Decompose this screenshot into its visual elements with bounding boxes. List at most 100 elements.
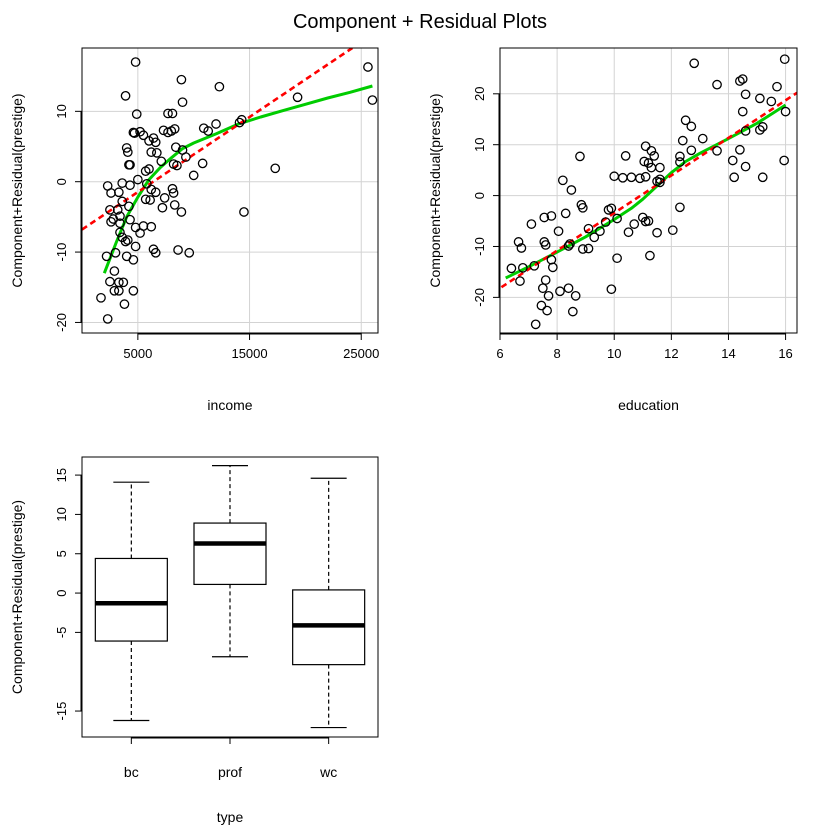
data-point bbox=[150, 137, 161, 148]
data-point bbox=[620, 151, 631, 161]
data-point bbox=[115, 227, 125, 238]
data-point bbox=[623, 227, 634, 238]
data-point bbox=[737, 74, 748, 84]
points-layer bbox=[96, 57, 378, 324]
y-tick-label: 20 bbox=[472, 87, 487, 101]
data-point bbox=[529, 260, 540, 271]
smooth-line bbox=[102, 84, 373, 274]
data-point bbox=[617, 172, 628, 183]
data-point bbox=[740, 126, 751, 136]
y-tick-label: -15 bbox=[54, 702, 69, 721]
data-point bbox=[163, 108, 173, 119]
data-point bbox=[517, 263, 528, 273]
data-point bbox=[686, 145, 697, 156]
data-point bbox=[128, 254, 139, 265]
y-tick-label: -10 bbox=[472, 237, 487, 256]
y-tick-label: 0 bbox=[54, 178, 69, 185]
data-point bbox=[606, 284, 617, 295]
data-point bbox=[169, 200, 180, 210]
data-point bbox=[567, 306, 578, 317]
data-point bbox=[132, 174, 143, 185]
y-axis: -20 -10 0 10 bbox=[54, 104, 82, 332]
data-point bbox=[675, 157, 685, 167]
data-point bbox=[655, 174, 665, 185]
data-point bbox=[712, 79, 722, 90]
data-point bbox=[101, 251, 112, 262]
data-point bbox=[575, 151, 585, 162]
data-point bbox=[173, 245, 183, 255]
data-point bbox=[122, 235, 133, 245]
data-point bbox=[118, 277, 129, 288]
data-point bbox=[757, 172, 768, 183]
y-tick-label: 15 bbox=[54, 468, 69, 482]
data-point bbox=[146, 147, 157, 157]
x-tick-label: 10 bbox=[607, 346, 621, 361]
data-point bbox=[112, 205, 123, 215]
data-point bbox=[236, 114, 247, 125]
data-point bbox=[138, 130, 149, 141]
data-point bbox=[697, 133, 708, 144]
data-point bbox=[145, 195, 155, 205]
data-point bbox=[766, 96, 777, 107]
data-point bbox=[125, 159, 135, 170]
fit-line-layer bbox=[500, 91, 797, 289]
x-tick-label: 14 bbox=[721, 346, 735, 361]
data-point bbox=[583, 243, 594, 254]
x-tick-label: 6 bbox=[496, 346, 503, 361]
data-point bbox=[740, 161, 751, 172]
plot-frame bbox=[499, 47, 798, 334]
x-tick-label: wc bbox=[319, 764, 337, 780]
data-point bbox=[755, 125, 765, 135]
data-point bbox=[772, 81, 782, 92]
x-tick-label: 12 bbox=[664, 346, 678, 361]
data-point bbox=[270, 163, 281, 174]
data-point bbox=[639, 156, 650, 167]
y-tick-label: 10 bbox=[472, 137, 487, 151]
x-tick-label: prof bbox=[218, 764, 242, 780]
data-point bbox=[737, 106, 748, 117]
x-tick-label: bc bbox=[124, 764, 139, 780]
data-point bbox=[124, 201, 134, 212]
education-panel: 6 8 10 12 14 16 -20 -10 0 10 20 education Compone… bbox=[427, 47, 798, 413]
data-point bbox=[543, 290, 554, 301]
data-point bbox=[234, 117, 245, 128]
data-point bbox=[516, 243, 527, 253]
data-point bbox=[589, 232, 600, 243]
y-tick-label: 10 bbox=[54, 507, 69, 521]
data-point bbox=[652, 227, 662, 238]
smooth-line bbox=[505, 103, 787, 280]
y-axis-label: Component+Residual(prestige) bbox=[427, 93, 443, 287]
data-point bbox=[755, 93, 765, 104]
data-point bbox=[167, 108, 178, 119]
data-point bbox=[603, 204, 614, 215]
box-bc bbox=[94, 481, 168, 722]
data-point bbox=[555, 286, 565, 297]
data-point bbox=[600, 217, 611, 227]
data-point bbox=[515, 276, 525, 286]
data-point bbox=[128, 285, 139, 296]
data-point bbox=[292, 92, 303, 103]
data-point bbox=[203, 126, 214, 136]
data-point bbox=[735, 76, 745, 86]
data-point bbox=[506, 263, 517, 274]
data-point bbox=[121, 143, 132, 153]
data-point bbox=[513, 237, 524, 247]
data-point bbox=[735, 144, 745, 155]
data-point bbox=[729, 172, 740, 183]
smooth-line-layer bbox=[102, 84, 373, 274]
data-point bbox=[757, 122, 768, 132]
y-tick-label: 10 bbox=[54, 104, 69, 118]
x-tick-label: 25000 bbox=[343, 346, 379, 361]
data-point bbox=[680, 115, 691, 126]
points-layer bbox=[506, 54, 791, 330]
y-axis-label: Component+Residual(prestige) bbox=[9, 500, 25, 694]
data-point bbox=[115, 218, 125, 229]
data-point bbox=[176, 207, 187, 217]
data-point bbox=[560, 208, 571, 219]
data-point bbox=[106, 216, 116, 227]
data-point bbox=[181, 152, 191, 162]
data-point bbox=[542, 305, 552, 316]
data-point bbox=[106, 188, 116, 198]
data-point bbox=[540, 275, 551, 285]
